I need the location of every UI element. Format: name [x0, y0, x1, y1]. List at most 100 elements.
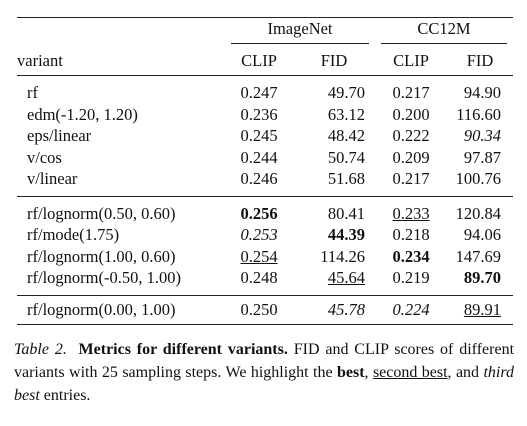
metric-value: 0.218: [392, 225, 430, 244]
caption: Table 2. Metrics for different variants.…: [14, 338, 514, 407]
variant-name: rf: [27, 83, 38, 102]
value-cell: 0.224: [375, 295, 447, 325]
table-section: rf/lognorm(0.00, 1.00) 0.250 45.78 0.224 89.…: [17, 295, 513, 325]
header-cell: [17, 17, 225, 46]
metric-value: 0.236: [240, 104, 278, 124]
value-cell: 0.247: [225, 76, 293, 104]
metric-value: 0.247: [240, 83, 278, 102]
metric-value: 0.248: [240, 268, 278, 287]
metric-value: 45.78: [327, 299, 365, 319]
column-header: FID: [293, 46, 375, 76]
value-cell: 0.217: [375, 76, 447, 104]
table-row: rf/lognorm(-0.50, 1.00) 0.248 45.64 0.219 89…: [17, 267, 513, 295]
column-header: variant: [17, 46, 225, 76]
variant-cell: rf: [17, 76, 225, 104]
table-row: rf/lognorm(0.50, 0.60) 0.256 80.41 0.233 120…: [17, 196, 513, 224]
metric-value: 80.41: [327, 203, 365, 223]
table-row: v/linear 0.246 51.68 0.217 100.76: [17, 168, 513, 196]
value-cell: 45.78: [293, 295, 375, 325]
table-section: rf/lognorm(0.50, 0.60) 0.256 80.41 0.233 120…: [17, 196, 513, 295]
metric-value: 90.34: [463, 126, 501, 145]
variant-cell: rf/lognorm(1.00, 0.60): [17, 246, 225, 268]
value-cell: 94.90: [447, 76, 513, 104]
variant-name: rf/lognorm(0.00, 1.00): [27, 299, 176, 319]
metric-value: 89.91: [463, 299, 501, 319]
caption-text: , and: [447, 364, 480, 381]
value-cell: 63.12: [293, 104, 375, 126]
variant-name: v/cos: [27, 147, 62, 167]
value-cell: 49.70: [293, 76, 375, 104]
value-cell: 0.200: [375, 104, 447, 126]
metric-value: 94.90: [463, 83, 501, 102]
metric-value: 0.256: [240, 203, 278, 223]
value-cell: 51.68: [293, 168, 375, 196]
metric-value: 45.64: [327, 268, 365, 287]
variant-name: edm(-1.20, 1.20): [27, 104, 138, 124]
value-cell: 48.42: [293, 125, 375, 147]
value-cell: 0.250: [225, 295, 293, 325]
variant-cell: v/linear: [17, 168, 225, 196]
variant-name: v/linear: [27, 169, 78, 188]
metric-value: 147.69: [455, 246, 501, 266]
variant-cell: v/cos: [17, 147, 225, 169]
table-row: rf/mode(1.75) 0.253 44.39 0.218 94.06: [17, 224, 513, 246]
value-cell: 116.60: [447, 104, 513, 126]
value-cell: 0.219: [375, 267, 447, 295]
column-header: CLIP: [375, 46, 447, 76]
metric-value: 48.42: [327, 126, 365, 145]
caption-text: ,: [364, 364, 369, 381]
header-row: ImageNet CC12M: [17, 17, 513, 46]
caption-label: Table 2.: [14, 341, 67, 358]
value-cell: 44.39: [293, 224, 375, 246]
value-cell: 97.87: [447, 147, 513, 169]
value-cell: 100.76: [447, 168, 513, 196]
header-row: variant CLIP FID CLIP FID: [17, 46, 513, 76]
group-header: CC12M: [375, 17, 513, 46]
value-cell: 0.248: [225, 267, 293, 295]
value-cell: 0.218: [375, 224, 447, 246]
table-section: rf 0.247 49.70 0.217 94.90 edm(-1.20, 1.20) 0.…: [17, 76, 513, 196]
value-cell: 50.74: [293, 147, 375, 169]
value-cell: 90.34: [447, 125, 513, 147]
value-cell: 45.64: [293, 267, 375, 295]
value-cell: 120.84: [447, 196, 513, 224]
metric-value: 0.200: [392, 104, 430, 124]
value-cell: 0.209: [375, 147, 447, 169]
value-cell: 0.246: [225, 168, 293, 196]
metric-value: 0.250: [240, 299, 278, 319]
value-cell: 114.26: [293, 246, 375, 268]
metric-value: 0.233: [392, 203, 430, 223]
value-cell: 0.217: [375, 168, 447, 196]
metric-value: 0.219: [392, 268, 430, 287]
group-header: ImageNet: [225, 17, 375, 46]
variant-cell: edm(-1.20, 1.20): [17, 104, 225, 126]
metric-value: 0.222: [392, 126, 430, 145]
caption-text: best: [336, 364, 365, 381]
metric-value: 0.217: [392, 83, 430, 102]
metric-value: 100.76: [455, 169, 501, 188]
caption-title: Metrics for different variants.: [78, 341, 288, 358]
table-header: ImageNet CC12M variant CLIP FID CLIP FID: [17, 17, 513, 76]
group-label: CC12M: [381, 19, 507, 44]
variant-name: eps/linear: [27, 126, 92, 145]
value-cell: 0.254: [225, 246, 293, 268]
variant-cell: rf/mode(1.75): [17, 224, 225, 246]
value-cell: 147.69: [447, 246, 513, 268]
metric-value: 94.06: [463, 225, 501, 244]
column-header: CLIP: [225, 46, 293, 76]
variant-cell: rf/lognorm(-0.50, 1.00): [17, 267, 225, 295]
table-row: eps/linear 0.245 48.42 0.222 90.34: [17, 125, 513, 147]
caption-text: second best: [372, 364, 448, 381]
table-row: v/cos 0.244 50.74 0.209 97.87: [17, 147, 513, 169]
metric-value: 0.217: [392, 169, 430, 188]
value-cell: 94.06: [447, 224, 513, 246]
value-cell: 0.236: [225, 104, 293, 126]
value-cell: 0.234: [375, 246, 447, 268]
table-row: edm(-1.20, 1.20) 0.236 63.12 0.200 116.60: [17, 104, 513, 126]
metric-value: 44.39: [327, 225, 365, 244]
metric-value: 0.234: [392, 246, 430, 266]
metric-value: 50.74: [327, 147, 365, 167]
caption-text: entries.: [43, 387, 91, 404]
variant-name: rf/lognorm(1.00, 0.60): [27, 246, 176, 266]
